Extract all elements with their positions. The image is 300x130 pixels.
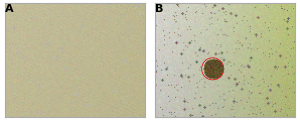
Text: B: B xyxy=(154,4,163,14)
Text: A: A xyxy=(4,4,13,14)
